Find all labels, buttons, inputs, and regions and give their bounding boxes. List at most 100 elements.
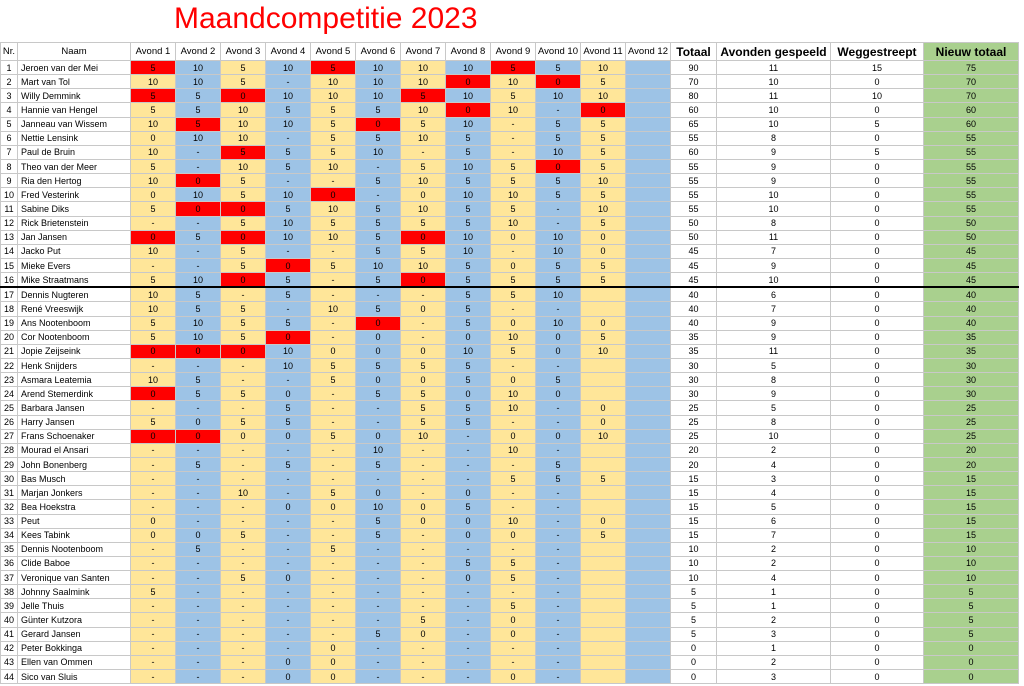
new-total-cell[interactable]: 70 — [923, 74, 1019, 90]
evening-score-cell[interactable] — [625, 640, 671, 656]
evening-score-cell[interactable] — [580, 301, 626, 317]
evening-score-cell[interactable]: - — [130, 598, 176, 614]
evening-score-cell[interactable]: 10 — [265, 229, 311, 245]
total-cell[interactable]: 40 — [670, 286, 717, 303]
evening-score-cell[interactable] — [625, 59, 671, 76]
evening-score-cell[interactable]: - — [175, 243, 221, 259]
evening-score-cell[interactable]: 10 — [400, 173, 446, 189]
evening-score-cell[interactable]: 10 — [355, 442, 401, 458]
evening-score-cell[interactable]: 5 — [265, 400, 311, 416]
evening-score-cell[interactable]: 5 — [310, 428, 356, 444]
evening-score-cell[interactable]: - — [265, 527, 311, 543]
evening-score-cell[interactable]: 0 — [310, 187, 356, 203]
evening-score-cell[interactable]: 10 — [580, 201, 626, 217]
evening-score-cell[interactable]: 10 — [445, 243, 491, 259]
evening-score-cell[interactable]: - — [175, 215, 221, 231]
evening-score-cell[interactable]: - — [175, 471, 221, 487]
name-cell[interactable]: Bea Hoekstra — [17, 499, 131, 515]
evening-score-cell[interactable]: - — [355, 555, 401, 572]
name-cell[interactable]: Janneau van Wissem — [17, 116, 131, 132]
evening-score-cell[interactable]: - — [355, 400, 401, 416]
evening-score-cell[interactable]: 5 — [310, 130, 356, 146]
evening-score-cell[interactable]: 10 — [265, 116, 311, 132]
evening-score-cell[interactable]: 0 — [490, 229, 536, 245]
evening-score-cell[interactable]: - — [220, 598, 266, 614]
rank-cell[interactable]: 27 — [0, 428, 18, 444]
evening-score-cell[interactable]: 5 — [265, 286, 311, 303]
evening-score-cell[interactable]: 0 — [445, 513, 491, 529]
evening-score-cell[interactable]: 10 — [175, 130, 221, 146]
evening-score-cell[interactable]: 10 — [400, 130, 446, 146]
evening-score-cell[interactable] — [625, 400, 671, 416]
evening-score-cell[interactable]: - — [310, 173, 356, 189]
rank-cell[interactable]: 12 — [0, 215, 18, 231]
evening-score-cell[interactable]: - — [490, 654, 536, 671]
struck-cell[interactable]: 15 — [830, 59, 924, 76]
evening-score-cell[interactable]: 5 — [355, 215, 401, 231]
evening-score-cell[interactable] — [580, 626, 626, 642]
evening-score-cell[interactable] — [580, 456, 626, 473]
total-cell[interactable]: 0 — [670, 640, 717, 656]
evening-score-cell[interactable]: - — [175, 570, 221, 586]
evening-score-cell[interactable]: - — [490, 414, 536, 430]
rank-cell[interactable]: 36 — [0, 555, 18, 572]
evening-score-cell[interactable]: 0 — [580, 229, 626, 245]
evening-score-cell[interactable]: 10 — [445, 343, 491, 359]
evening-score-cell[interactable]: - — [175, 158, 221, 175]
rank-cell[interactable]: 10 — [0, 187, 18, 203]
evening-score-cell[interactable]: 0 — [355, 343, 401, 359]
evening-score-cell[interactable]: 0 — [580, 400, 626, 416]
evening-score-cell[interactable]: 0 — [400, 343, 446, 359]
evening-score-cell[interactable]: 10 — [310, 74, 356, 90]
evening-score-cell[interactable]: - — [310, 400, 356, 416]
new-total-cell[interactable]: 55 — [923, 173, 1019, 189]
evening-score-cell[interactable]: 5 — [445, 357, 491, 374]
name-cell[interactable]: Peter Bokkinga — [17, 640, 131, 656]
evening-score-cell[interactable]: 0 — [535, 329, 581, 345]
evenings-played-cell[interactable]: 9 — [716, 257, 831, 274]
evening-score-cell[interactable]: - — [535, 669, 581, 685]
evening-score-cell[interactable]: 5 — [310, 102, 356, 118]
evening-score-cell[interactable]: 5 — [445, 555, 491, 572]
evening-score-cell[interactable]: - — [130, 640, 176, 656]
evening-score-cell[interactable]: - — [490, 243, 536, 259]
evening-score-cell[interactable]: 5 — [265, 414, 311, 430]
evening-score-cell[interactable]: - — [400, 485, 446, 501]
evening-score-cell[interactable]: 10 — [265, 88, 311, 104]
total-cell[interactable]: 45 — [670, 272, 717, 289]
struck-cell[interactable]: 0 — [830, 669, 924, 685]
evening-score-cell[interactable]: 10 — [310, 229, 356, 245]
evening-score-cell[interactable]: - — [355, 654, 401, 671]
evening-score-cell[interactable]: - — [355, 541, 401, 557]
evening-score-cell[interactable]: - — [220, 612, 266, 628]
evening-score-cell[interactable]: 5 — [580, 187, 626, 203]
evening-score-cell[interactable]: - — [265, 640, 311, 656]
evening-score-cell[interactable]: 10 — [265, 357, 311, 374]
evening-score-cell[interactable]: 5 — [220, 315, 266, 331]
evening-score-cell[interactable]: 5 — [130, 272, 176, 289]
new-total-cell[interactable]: 45 — [923, 243, 1019, 259]
evening-score-cell[interactable] — [625, 229, 671, 245]
evening-score-cell[interactable]: 0 — [580, 414, 626, 430]
evening-score-cell[interactable]: 0 — [445, 102, 491, 118]
evening-score-cell[interactable]: 0 — [355, 372, 401, 388]
evening-score-cell[interactable]: - — [445, 612, 491, 628]
struck-cell[interactable]: 0 — [830, 456, 924, 473]
evening-score-cell[interactable]: - — [355, 598, 401, 614]
evening-score-cell[interactable]: - — [535, 527, 581, 543]
evening-score-cell[interactable]: - — [310, 471, 356, 487]
new-total-cell[interactable]: 15 — [923, 527, 1019, 543]
evening-score-cell[interactable]: 0 — [400, 513, 446, 529]
total-cell[interactable]: 15 — [670, 513, 717, 529]
total-cell[interactable]: 0 — [670, 654, 717, 671]
evening-score-cell[interactable]: - — [265, 173, 311, 189]
name-cell[interactable]: Jan Jansen — [17, 229, 131, 245]
total-cell[interactable]: 5 — [670, 612, 717, 628]
new-total-cell[interactable]: 75 — [923, 59, 1019, 76]
evening-score-cell[interactable]: 5 — [535, 372, 581, 388]
evening-score-cell[interactable]: 10 — [355, 59, 401, 76]
new-total-cell[interactable]: 45 — [923, 257, 1019, 274]
evenings-played-cell[interactable]: 7 — [716, 243, 831, 259]
evening-score-cell[interactable]: - — [445, 584, 491, 600]
new-total-cell[interactable]: 60 — [923, 116, 1019, 132]
